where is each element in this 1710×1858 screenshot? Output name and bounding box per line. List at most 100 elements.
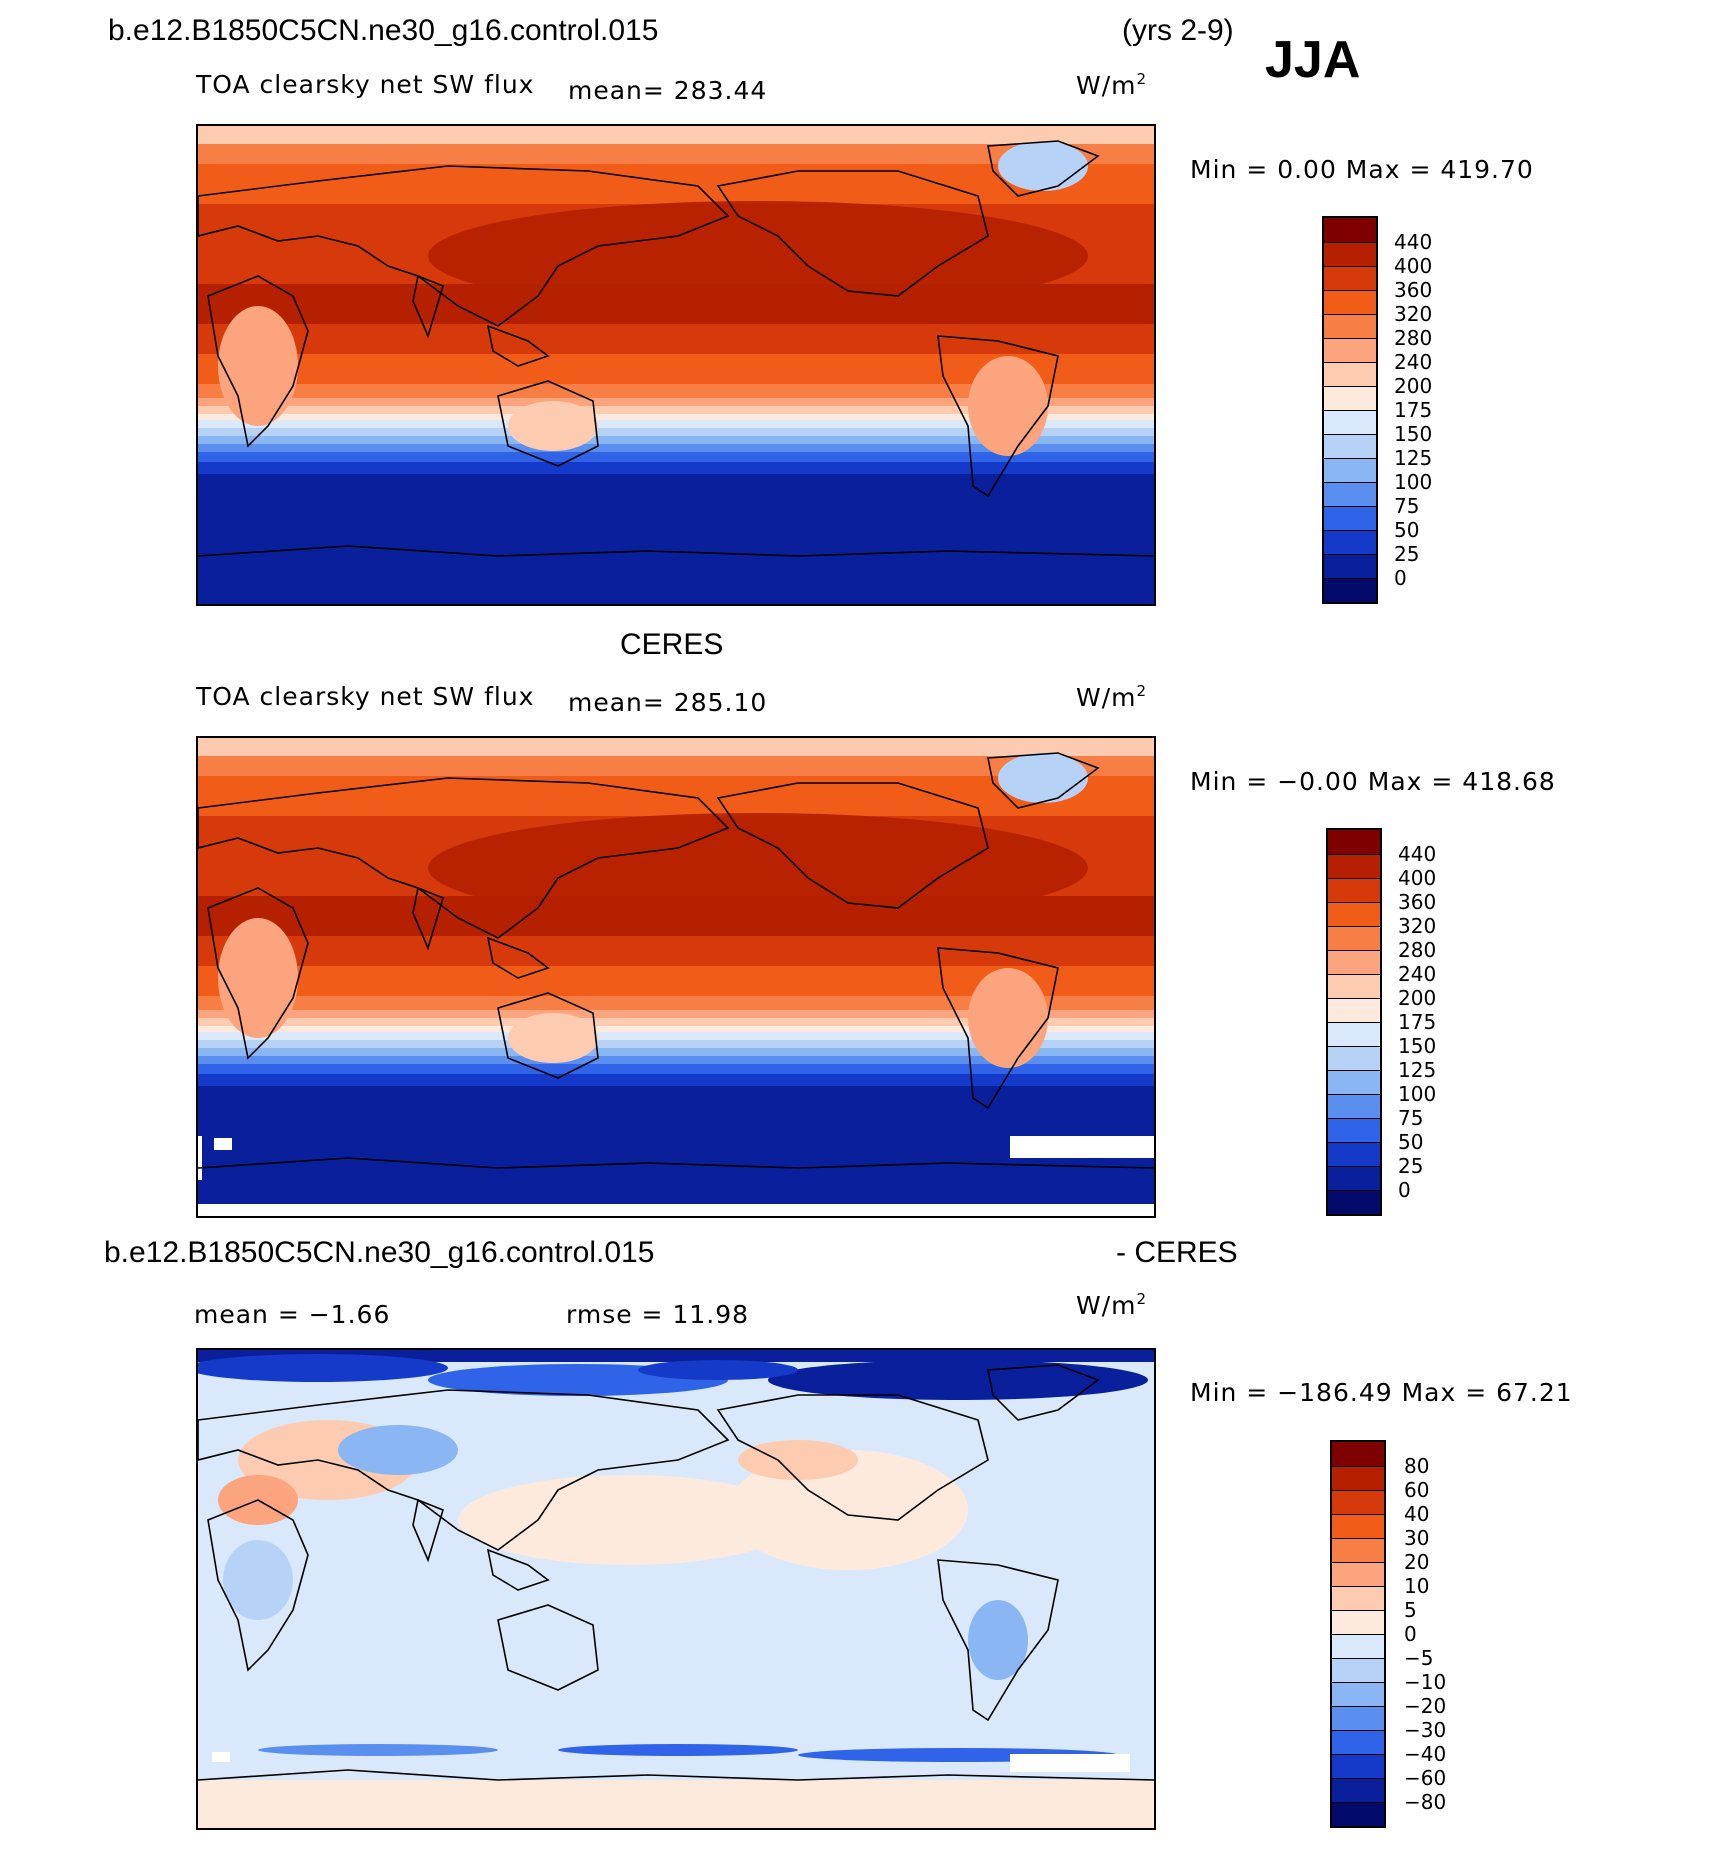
panel3-colorbar-segment [1332,1778,1384,1802]
panel1-colorbar-segment [1324,410,1376,434]
panel1-colorbar-tick-label: 25 [1394,542,1420,566]
panel3-colorbar-tick-label: 10 [1404,1574,1430,1598]
panel3-colorbar-segment [1332,1802,1384,1826]
panel1-colorbar-segment [1324,242,1376,266]
panel1-colorbar [1322,216,1378,604]
panel1-colorbar-tick-label: 280 [1394,326,1433,350]
panel3-rmse: rmse = 11.98 [566,1300,750,1329]
panel3-colorbar-segment [1332,1538,1384,1562]
panel1-colorbar-tick-label: 440 [1394,230,1433,254]
panel3-map-field [198,1350,1154,1828]
panel1-colorbar-tick-label: 400 [1394,254,1433,278]
panel3-colorbar-segment [1332,1490,1384,1514]
panel1-colorbar-segment [1324,386,1376,410]
panel3-colorbar-segment [1332,1658,1384,1682]
case-title: b.e12.B1850C5CN.ne30_g16.control.015 [108,14,659,47]
panel1-colorbar-segment [1324,314,1376,338]
panel2-mean: mean= 285.10 [568,688,768,717]
panel1-colorbar-tick-label: 320 [1394,302,1433,326]
panel2-colorbar-tick-label: 440 [1398,842,1437,866]
panel3-colorbar-tick-label: −30 [1404,1718,1447,1742]
panel2-map [196,736,1156,1218]
panel3-colorbar-tick-label: 80 [1404,1454,1430,1478]
panel3-colorbar-tick-label: 0 [1404,1622,1417,1646]
panel2-colorbar [1326,828,1382,1216]
panel3-colorbar-segment [1332,1706,1384,1730]
panel2-colorbar-segment [1328,830,1380,854]
panel1-colorbar-segment [1324,578,1376,602]
panel2-colorbar-tick-label: 0 [1398,1178,1411,1202]
panel1-map [196,124,1156,606]
panel1-units: W/m2 [1076,70,1148,100]
panel2-colorbar-tick-label: 320 [1398,914,1437,938]
panel1-colorbar-segment [1324,266,1376,290]
panel2-colorbar-segment [1328,1046,1380,1070]
panel2-colorbar-segment [1328,1166,1380,1190]
panel3-colorbar-tick-label: 20 [1404,1550,1430,1574]
panel1-colorbar-segment [1324,506,1376,530]
panel3-colorbar-tick-label: 40 [1404,1502,1430,1526]
panel2-colorbar-tick-label: 360 [1398,890,1437,914]
panel3-colorbar-segment [1332,1514,1384,1538]
panel2-colorbar-segment [1328,878,1380,902]
panel2-colorbar-segment [1328,902,1380,926]
panel3-title-left: b.e12.B1850C5CN.ne30_g16.control.015 [104,1236,655,1269]
panel3-units: W/m2 [1076,1290,1148,1320]
panel3-colorbar-tick-label: −60 [1404,1766,1447,1790]
panel1-variable-label: TOA clearsky net SW flux [196,70,535,99]
panel2-colorbar-tick-label: 400 [1398,866,1437,890]
panel3-colorbar-segment [1332,1562,1384,1586]
panel1-colorbar-tick-label: 360 [1394,278,1433,302]
panel3-map [196,1348,1156,1830]
panel2-colorbar-tick-label: 25 [1398,1154,1424,1178]
panel2-colorbar-segment [1328,1190,1380,1214]
season-label: JJA [1265,31,1361,89]
panel1-colorbar-segment [1324,530,1376,554]
panel3-colorbar-tick-label: −5 [1404,1646,1434,1670]
panel2-colorbar-tick-label: 100 [1398,1082,1437,1106]
panel3-colorbar [1330,1440,1386,1828]
panel3-title-right: - CERES [1116,1236,1238,1269]
panel1-map-field [198,126,1154,604]
panel2-colorbar-tick-label: 175 [1398,1010,1437,1034]
panel1-colorbar-segment [1324,482,1376,506]
panel2-colorbar-segment [1328,1118,1380,1142]
panel2-colorbar-tick-label: 200 [1398,986,1437,1010]
panel1-colorbar-tick-label: 50 [1394,518,1420,542]
panel3-colorbar-segment [1332,1610,1384,1634]
panel2-colorbar-segment [1328,1070,1380,1094]
panel1-colorbar-tick-label: 175 [1394,398,1433,422]
panel1-colorbar-tick-label: 200 [1394,374,1433,398]
panel2-colorbar-segment [1328,974,1380,998]
panel2-colorbar-tick-label: 240 [1398,962,1437,986]
panel3-colorbar-tick-label: 5 [1404,1598,1417,1622]
panel1-colorbar-tick-label: 240 [1394,350,1433,374]
panel3-colorbar-segment [1332,1442,1384,1466]
years-label: (yrs 2-9) [1122,14,1234,47]
panel2-colorbar-segment [1328,926,1380,950]
panel3-colorbar-segment [1332,1634,1384,1658]
panel1-colorbar-segment [1324,362,1376,386]
panel1-colorbar-segment [1324,290,1376,314]
panel3-colorbar-tick-label: −80 [1404,1790,1447,1814]
panel1-mean: mean= 283.44 [568,76,768,105]
panel3-colorbar-tick-label: −40 [1404,1742,1447,1766]
panel1-colorbar-tick-label: 75 [1394,494,1420,518]
panel2-units: W/m2 [1076,682,1148,712]
panel1-colorbar-tick-label: 100 [1394,470,1433,494]
panel3-mean: mean = −1.66 [194,1300,391,1329]
panel1-colorbar-tick-label: 150 [1394,422,1433,446]
panel2-colorbar-tick-label: 50 [1398,1130,1424,1154]
panel3-colorbar-segment [1332,1586,1384,1610]
panel1-minmax: Min = 0.00 Max = 419.70 [1190,155,1534,184]
panel3-colorbar-tick-label: 60 [1404,1478,1430,1502]
panel3-colorbar-segment [1332,1730,1384,1754]
panel2-colorbar-segment [1328,1022,1380,1046]
panel1-colorbar-segment [1324,554,1376,578]
panel1-colorbar-tick-label: 125 [1394,446,1433,470]
panel2-variable-label: TOA clearsky net SW flux [196,682,535,711]
panel1-colorbar-segment [1324,218,1376,242]
panel2-colorbar-segment [1328,854,1380,878]
panel3-colorbar-segment [1332,1682,1384,1706]
panel2-map-field [198,738,1154,1216]
